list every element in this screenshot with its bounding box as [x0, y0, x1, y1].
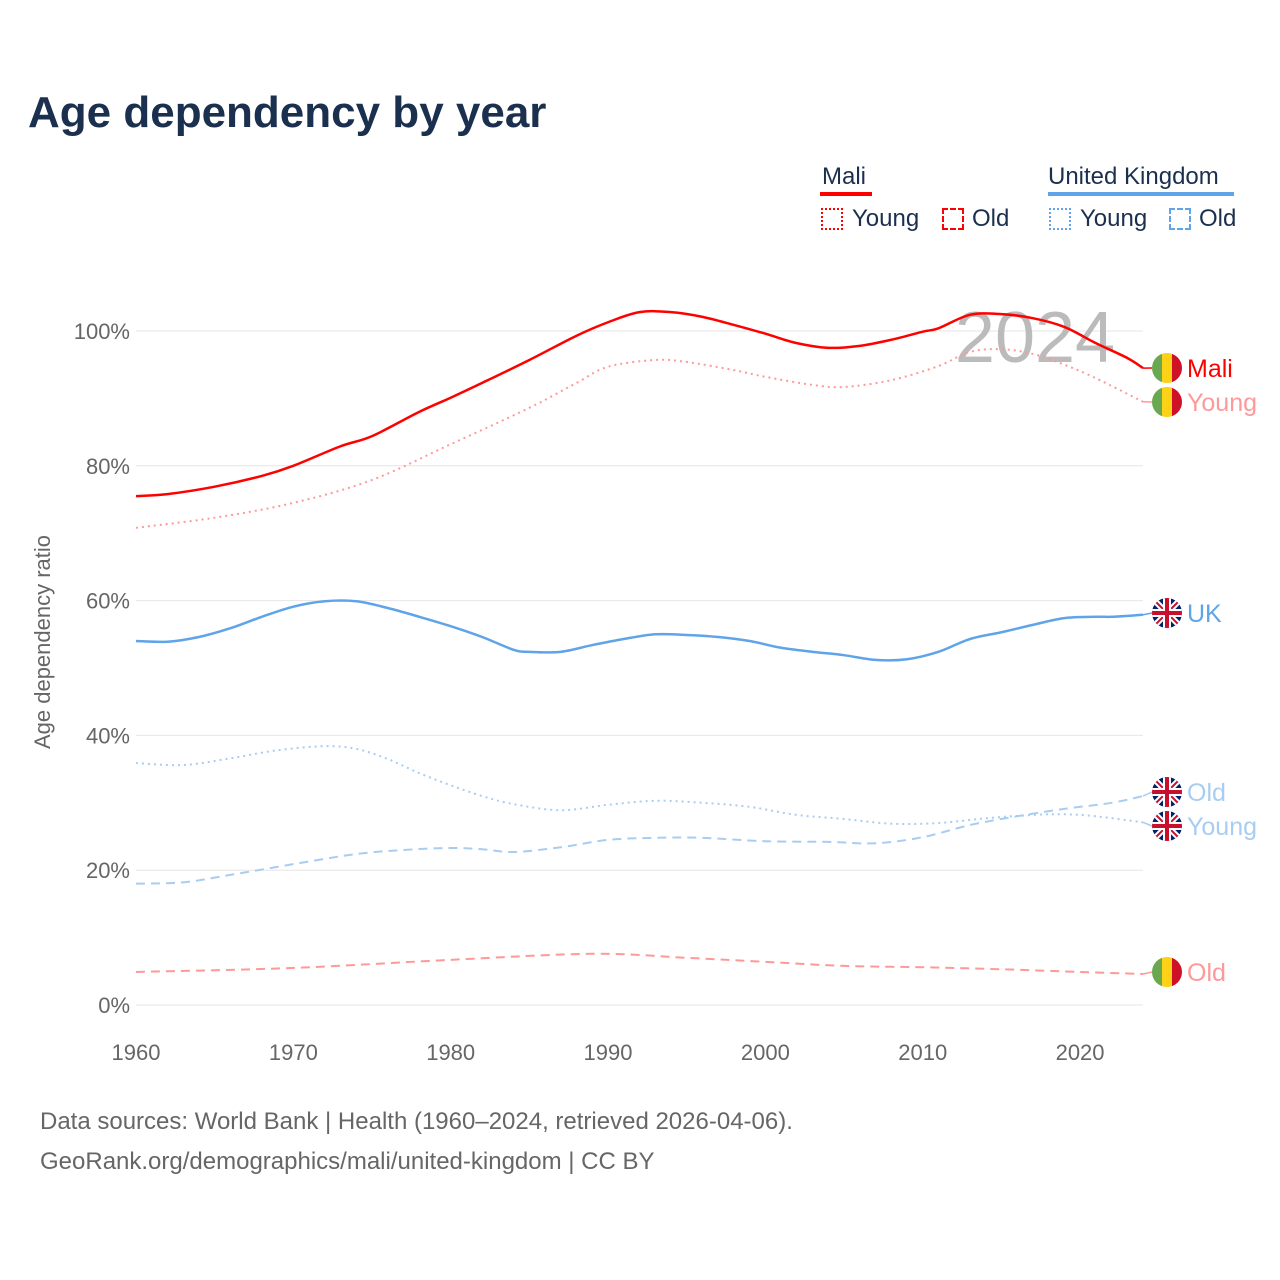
- source-text: Data sources: World Bank | Health (1960–…: [40, 1108, 793, 1135]
- series-line-uk-old[interactable]: [135, 795, 1144, 885]
- label-leader: [1142, 612, 1153, 616]
- mali-flag-icon: [1152, 957, 1182, 987]
- end-label-uk-young: Young: [1187, 813, 1257, 841]
- legend-dashed-swatch: [1169, 208, 1191, 230]
- legend-mali-title[interactable]: Mali: [822, 163, 867, 190]
- series-line-uk[interactable]: [135, 599, 1144, 662]
- y-tick-label: 20%: [86, 858, 130, 883]
- x-tick-label: 2000: [741, 1040, 790, 1065]
- series-line-mali[interactable]: [135, 309, 1144, 498]
- label-leader: [1142, 971, 1153, 975]
- x-tick-label: 2020: [1056, 1040, 1105, 1065]
- end-label-mali-old: Old: [1187, 959, 1226, 987]
- legend-dotted-swatch: [1049, 208, 1071, 230]
- series-line-mali-young[interactable]: [135, 348, 1144, 529]
- uk-flag-icon: [1152, 811, 1182, 841]
- end-label-uk-old: Old: [1187, 779, 1226, 807]
- label-leader: [1142, 791, 1153, 797]
- legend-dotted-swatch: [821, 208, 843, 230]
- y-tick-label: 60%: [86, 589, 130, 614]
- legend-uk-old[interactable]: Old: [1199, 205, 1237, 232]
- uk-flag-icon: [1152, 598, 1182, 628]
- year-watermark: 2024: [955, 298, 1115, 378]
- legend-uk-young[interactable]: Young: [1080, 205, 1148, 232]
- legend-uk-title[interactable]: United Kingdom: [1048, 163, 1219, 190]
- y-tick-label: 100%: [74, 319, 130, 344]
- y-axis-label: Age dependency ratio: [30, 535, 55, 749]
- mali-flag-icon: [1152, 387, 1182, 417]
- end-label-mali: Mali: [1187, 355, 1233, 383]
- y-tick-label: 80%: [86, 454, 130, 479]
- x-tick-label: 1970: [269, 1040, 318, 1065]
- legend-uk-line: [1048, 192, 1234, 196]
- mali-flag-icon: [1152, 353, 1182, 383]
- end-label-uk: UK: [1187, 600, 1222, 628]
- y-tick-label: 40%: [86, 723, 130, 748]
- x-tick-label: 1960: [112, 1040, 161, 1065]
- legend-dashed-swatch: [942, 208, 964, 230]
- legend-mali-line: [820, 192, 872, 196]
- y-tick-label: 0%: [98, 993, 130, 1018]
- series-line-mali-old[interactable]: [135, 952, 1144, 975]
- chart-title: Age dependency by year: [28, 88, 547, 137]
- x-tick-label: 1980: [426, 1040, 475, 1065]
- x-tick-label: 1990: [584, 1040, 633, 1065]
- series-line-uk-young[interactable]: [135, 745, 1144, 826]
- end-label-mali-young: Young: [1187, 389, 1257, 417]
- label-leader: [1142, 821, 1153, 827]
- source-link[interactable]: GeoRank.org/demographics/mali/united-kin…: [40, 1148, 655, 1175]
- legend-mali-old[interactable]: Old: [972, 205, 1010, 232]
- legend-mali-young[interactable]: Young: [852, 205, 920, 232]
- x-tick-label: 2010: [898, 1040, 947, 1065]
- uk-flag-icon: [1152, 777, 1182, 807]
